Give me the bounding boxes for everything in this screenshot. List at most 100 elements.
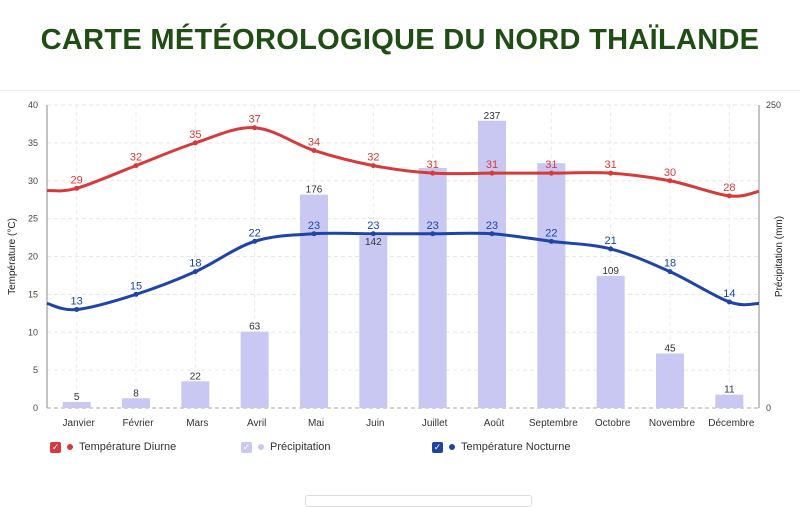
y-axis-label-right: Précipitation (mm): [774, 216, 785, 297]
checkbox-icon[interactable]: ✓: [241, 441, 252, 453]
bar-data-label: 11: [724, 385, 735, 396]
y-tick-left: 20: [28, 252, 38, 262]
precip-bar: [62, 401, 91, 408]
precip-bar: [418, 168, 447, 408]
line-data-label: 37: [249, 114, 261, 126]
line-data-label: 28: [723, 182, 735, 194]
precip-bar: [715, 394, 744, 408]
x-tick-label: Septembre: [529, 418, 578, 429]
precip-bar: [359, 235, 388, 408]
data-point: [608, 246, 614, 252]
legend-label: Température Diurne: [79, 441, 177, 453]
line-data-label: 18: [189, 258, 201, 270]
precip-bar: [300, 194, 328, 408]
line-data-label: 21: [605, 235, 617, 247]
line-data-label: 22: [545, 227, 557, 239]
data-point: [667, 269, 673, 275]
data-point: [192, 140, 198, 146]
line-data-label: 30: [664, 167, 676, 179]
line-data-label: 34: [308, 136, 320, 148]
line-data-label: 35: [189, 129, 201, 141]
x-tick-label: Mars: [186, 418, 208, 429]
bar-data-label: 237: [484, 111, 501, 122]
data-point: [74, 307, 80, 313]
data-point: [726, 299, 732, 305]
y-tick-left: 10: [28, 327, 38, 337]
data-point: [489, 170, 495, 176]
x-tick-label: Mai: [308, 418, 324, 429]
data-point: [133, 163, 139, 169]
footer-box: [305, 495, 532, 507]
bar-data-label: 63: [249, 322, 261, 333]
legend-night-temp[interactable]: ✓ Température Nocturne: [432, 441, 570, 453]
line-data-label: 23: [308, 220, 320, 232]
bar-data-label: 5: [74, 392, 80, 403]
line-data-label: 18: [664, 258, 676, 270]
line-data-label: 23: [367, 220, 379, 232]
checkbox-icon[interactable]: ✓: [50, 441, 61, 453]
line-data-label: 32: [130, 152, 142, 164]
line-data-label: 23: [427, 220, 439, 232]
bar-data-label: 22: [190, 371, 202, 382]
x-tick-label: Avril: [247, 418, 266, 429]
data-point: [252, 238, 258, 244]
data-point: [548, 238, 554, 244]
data-point: [311, 147, 317, 153]
y-tick-left: 15: [28, 289, 38, 299]
dot-icon: [67, 444, 73, 450]
data-point: [370, 231, 376, 237]
y-tick-left: 25: [28, 214, 38, 224]
data-point: [430, 170, 436, 176]
line-data-label: 32: [367, 152, 379, 164]
data-point: [311, 231, 317, 237]
weather-chart: 0 5 10 15 20 25 30 35 40 Janvier Février Mars Avril M…: [7, 100, 785, 429]
x-tick-label: Novembre: [649, 418, 696, 429]
bar-data-label: 8: [133, 388, 139, 399]
y-tick-left: 30: [28, 176, 38, 186]
divider: [0, 90, 800, 91]
line-data-label: 22: [249, 227, 261, 239]
data-point: [489, 231, 495, 237]
precip-bar: [181, 381, 210, 408]
line-data-label: 31: [486, 159, 498, 171]
x-tick-label: Juillet: [422, 418, 448, 429]
precip-bar: [478, 120, 506, 409]
line-data-label: 15: [130, 280, 142, 292]
legend-day-temp[interactable]: ✓ Température Diurne: [50, 441, 176, 453]
data-point: [726, 193, 732, 199]
data-point: [133, 291, 139, 297]
x-tick-label: Juin: [366, 418, 384, 429]
x-tick-label: Février: [122, 418, 154, 429]
y-tick-right: 0: [766, 403, 771, 413]
line-data-label: 31: [427, 159, 439, 171]
bar-data-label: 176: [306, 185, 323, 196]
y-tick-left: 5: [33, 365, 38, 375]
y-tick-left: 35: [28, 138, 38, 148]
precip-bar: [596, 275, 625, 408]
precip-bar: [122, 398, 150, 408]
y-tick-left: 40: [28, 100, 38, 110]
page-title: CARTE MÉTÉOROLOGIQUE DU NORD THAÏLANDE: [40, 24, 760, 56]
x-tick-label: Octobre: [595, 418, 631, 429]
bar-data-label: 142: [365, 237, 382, 248]
data-point: [430, 231, 436, 237]
line-data-label: 31: [605, 159, 617, 171]
line-data-label: 31: [545, 159, 557, 171]
x-tick-label: Décembre: [708, 418, 755, 429]
x-tick-label: Août: [484, 418, 505, 429]
legend-label: Précipitation: [270, 441, 331, 453]
line-data-label: 29: [71, 174, 83, 186]
line-data-label: 23: [486, 220, 498, 232]
data-point: [192, 269, 198, 275]
dot-icon: [258, 444, 264, 450]
line-data-label: 13: [71, 296, 83, 308]
data-point: [370, 163, 376, 169]
dot-icon: [449, 444, 455, 450]
data-point: [608, 170, 614, 176]
bar-data-label: 109: [602, 266, 619, 277]
y-tick-left: 0: [33, 403, 38, 413]
checkbox-icon[interactable]: ✓: [432, 441, 443, 453]
legend-precip[interactable]: ✓ Précipitation: [241, 441, 331, 453]
precip-bar: [537, 163, 566, 408]
line-temp-rature-diurne: [46, 126, 760, 198]
